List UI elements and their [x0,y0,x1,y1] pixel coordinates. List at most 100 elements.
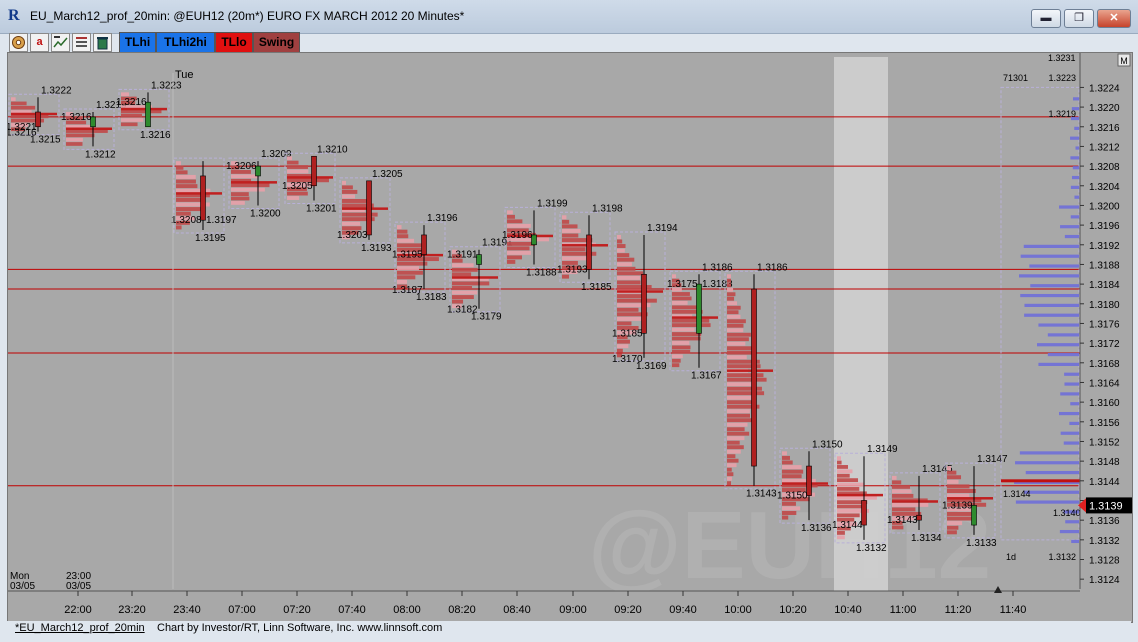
toolbar-swing-button[interactable]: Swing [253,32,300,53]
profile-row [947,479,959,484]
profile-row [727,337,749,342]
profile-row [121,118,144,122]
candle-body[interactable] [90,116,96,128]
corner-box[interactable] [1117,53,1131,67]
profile-row [727,445,744,450]
candle-body[interactable] [35,111,41,128]
profile-row [507,259,516,264]
x-tick-label: 10:00 [724,604,752,616]
profile-row [452,286,472,290]
profile-row [837,535,845,540]
composite-profile-row [1025,470,1079,475]
x-tick-label: 11:40 [1000,604,1027,616]
poc-line [11,112,57,116]
toolbar-tlhi2hi-button[interactable]: TLhi2hi [156,32,215,53]
gear-icon[interactable] [9,33,28,52]
profile-row [782,483,818,488]
candle-body[interactable] [861,500,867,526]
profile-row [121,92,130,97]
x-tick-label: 22:00 [64,604,92,616]
bar-low-label: 1.3136 [801,523,832,534]
profile-box [779,447,831,524]
x-tick-label: 08:20 [448,604,476,616]
price-chart[interactable]: @EUH121.32221.32151.32211.32161.32191.32… [6,53,1132,622]
bar-high-label: 1.3191 [482,238,513,249]
y-tick-label: 1.3212 [1089,142,1120,153]
composite-profile-row [1038,323,1079,327]
a-letter-icon[interactable]: a [30,33,49,52]
composite-profile-row [1071,539,1079,544]
profile-row [231,161,238,166]
candle-body[interactable] [255,165,261,177]
y-tick-label: 1.3128 [1089,555,1120,566]
composite-profile-row [1014,480,1079,485]
poc-line [892,500,938,503]
toolbar-tllo-button[interactable]: TLlo [215,32,253,53]
bar-high-label: 1.3149 [867,444,898,455]
x-tick-label: 10:40 [834,604,862,616]
profile-upper-label: 1.3219 [1048,109,1076,119]
candle-body[interactable] [971,505,977,526]
profile-row [342,208,365,213]
profile-row [837,531,845,535]
candle-body[interactable] [806,465,812,496]
x-tick-label: 11:00 [890,604,917,616]
profile-row [617,294,645,299]
close-button[interactable]: ✕ [1097,9,1131,28]
candle-body[interactable] [696,283,702,334]
candle-body[interactable] [200,175,206,221]
toolbar: a TLhi TLhi2hi TLlo Swing [7,31,1131,53]
profile-row [617,330,637,335]
profile-row [727,373,764,378]
title-icon[interactable] [51,33,70,52]
profile-row [342,203,374,208]
bar-low-label: 1.3195 [195,233,226,244]
composite-profile-row [1074,195,1079,199]
profile-row [11,105,36,110]
profile-row [452,290,478,295]
profile-row [837,504,865,509]
bar-open-label: 1.3144 [832,520,863,531]
x-tick-label: 23:40 [173,604,201,616]
candle-body[interactable] [145,101,151,128]
profile-row [452,295,474,300]
profile-row [287,156,292,161]
profile-row [397,247,422,252]
chart-tab[interactable]: *EU_March12_prof_20min [15,622,145,634]
status-bar: *EU_March12_prof_20min Chart by Investor… [7,621,1131,637]
trash-icon[interactable] [93,33,112,52]
profile-row [672,363,680,368]
minimize-button[interactable]: ▬ [1031,9,1061,28]
candle-body[interactable] [476,254,482,265]
profile-row [727,346,756,351]
restore-button[interactable]: ❐ [1064,9,1094,28]
candle-body[interactable] [421,234,427,255]
candle-body[interactable] [641,273,647,334]
poc-line [782,482,828,485]
time-cursor-marker [994,586,1002,593]
profile-bottom-label: 1.3132 [1048,552,1076,562]
profile-top-label: 1.3223 [1048,73,1076,83]
candle-body[interactable] [311,155,317,187]
y-tick-label: 1.3188 [1089,260,1120,271]
profile-row [507,210,513,215]
candle-body[interactable] [586,234,592,270]
profile-row [231,174,258,179]
profile-row [837,522,857,527]
profile-row [837,469,853,474]
profile-row [287,196,300,200]
candle-body[interactable] [531,234,537,246]
y-tick-label: 1.3160 [1089,398,1120,409]
corner-label: M [1120,56,1128,66]
composite-profile-row [1059,529,1079,534]
profile-row [617,321,632,326]
candle-body[interactable] [916,514,922,521]
list-icon[interactable] [72,33,91,52]
candle-body[interactable] [366,180,372,236]
bar-open-label: 1.3150 [777,491,808,502]
chart-area[interactable]: @EUH12 1.3222 1.3215 1.3221 1.3216 1.3219 1.32… [6,52,1133,623]
toolbar-tlhi-button[interactable]: TLhi [119,32,156,53]
profile-row [562,265,581,270]
candle-body[interactable] [751,288,757,467]
composite-profile-row [1015,461,1079,465]
